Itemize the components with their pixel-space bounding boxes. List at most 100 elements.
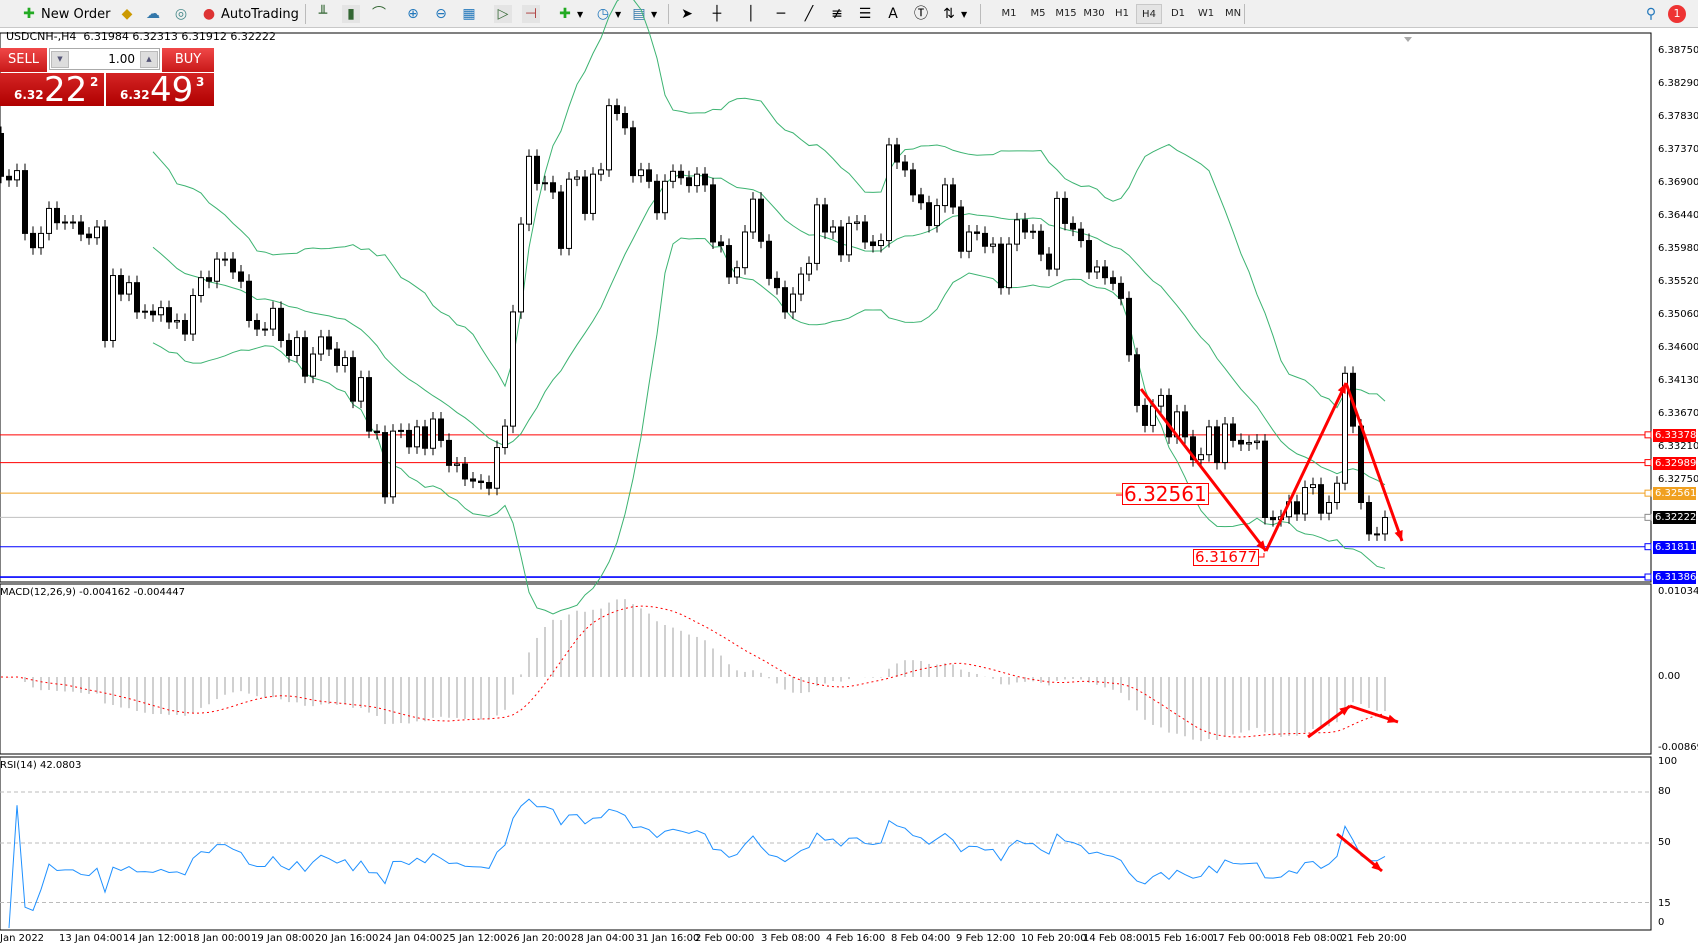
bar-chart-button[interactable]: ╨ xyxy=(314,3,332,25)
price-tick: 6.36440 xyxy=(1658,210,1698,222)
price-tick: 6.38750 xyxy=(1658,45,1698,57)
candle xyxy=(206,277,212,282)
timeframe-m5[interactable]: M5 xyxy=(1030,8,1046,19)
timeframe-h4[interactable]: H4 xyxy=(1136,4,1162,24)
lot-decrease-button[interactable]: ▼ xyxy=(51,51,69,68)
down-arrow-1 xyxy=(1139,388,1268,552)
time-tick: 28 Jan 04:00 xyxy=(571,933,635,944)
indicators-button[interactable]: ✚ ▼ xyxy=(556,3,583,25)
candle xyxy=(22,170,28,234)
candle xyxy=(286,339,292,356)
rsi-tick: 0 xyxy=(1658,917,1665,928)
cloud-button[interactable]: ☁ xyxy=(144,3,162,25)
candle xyxy=(414,426,420,448)
candle xyxy=(646,169,652,182)
timeframe-h1[interactable]: H1 xyxy=(1115,8,1129,19)
candle xyxy=(1326,502,1332,514)
rsi-line xyxy=(8,798,1386,929)
chevron-down-icon: ▼ xyxy=(577,9,584,19)
timeframe-m1[interactable]: M1 xyxy=(1001,8,1017,19)
candle xyxy=(974,231,980,234)
rsi-tick: 80 xyxy=(1658,786,1671,797)
fibonacci-tool[interactable]: ☰ xyxy=(856,3,874,25)
notifications-button[interactable]: 1 xyxy=(1668,3,1686,25)
up-arrow xyxy=(1264,382,1348,552)
autoscroll-button[interactable]: ▷ xyxy=(494,3,512,25)
candle xyxy=(0,132,4,177)
candle xyxy=(438,418,444,441)
buy-button[interactable]: BUY xyxy=(162,48,214,72)
trendline-tool[interactable]: ╱ xyxy=(800,3,818,25)
tile-windows-button[interactable]: ▦ xyxy=(460,3,478,25)
timeframe-d1[interactable]: D1 xyxy=(1170,8,1186,19)
chevron-down-icon: ▼ xyxy=(651,9,658,19)
time-tick: 20 Jan 16:00 xyxy=(315,933,379,944)
autotrading-button[interactable]: ● AutoTrading xyxy=(200,3,299,25)
metaeditor-button[interactable]: ◆ xyxy=(118,3,136,25)
label-tool[interactable]: Ⓣ xyxy=(912,3,930,25)
candle xyxy=(1054,197,1060,270)
candle xyxy=(222,258,228,261)
candle xyxy=(214,258,220,282)
buy-price[interactable]: 6.32 49 3 xyxy=(106,70,214,110)
crosshair-tool[interactable]: ┼ xyxy=(708,3,726,25)
periods-button[interactable]: ◷ ▼ xyxy=(594,3,621,25)
lot-size-field[interactable]: ▼ 1.00 ▲ xyxy=(49,48,160,70)
candle-chart-button[interactable]: ▮ xyxy=(342,3,360,25)
search-button[interactable]: ⚲ xyxy=(1642,3,1660,25)
candle xyxy=(606,105,612,171)
price-tick: 6.36900 xyxy=(1658,177,1698,189)
sell-price[interactable]: 6.32 22 2 xyxy=(0,70,104,110)
line-chart-icon: ⌒ xyxy=(372,6,386,22)
channel-icon: ≢ xyxy=(831,6,843,22)
candlestick-icon: ▮ xyxy=(342,5,360,23)
vertical-line-tool[interactable]: │ xyxy=(742,3,760,25)
sell-button[interactable]: SELL xyxy=(0,48,47,72)
time-tick: 25 Jan 12:00 xyxy=(443,933,507,944)
timeframe-m30[interactable]: M30 xyxy=(1083,8,1105,19)
candle xyxy=(830,226,836,233)
price-annotation-high[interactable]: 6.32561 xyxy=(1122,482,1209,506)
arrows-tool[interactable]: ⇅ ▼ xyxy=(940,3,967,25)
one-click-trading-panel: SELL ▼ 1.00 ▲ BUY 6.32 22 2 6.32 49 3 xyxy=(0,48,214,110)
candle xyxy=(558,191,564,249)
new-order-button[interactable]: ✚ New Order xyxy=(20,3,110,25)
down-arrow-2-head xyxy=(1394,530,1403,541)
horizontal-line-tool[interactable]: ─ xyxy=(772,3,790,25)
candle xyxy=(110,275,116,341)
cursor-tool[interactable]: ➤ xyxy=(678,3,696,25)
candle xyxy=(174,319,180,323)
templates-button[interactable]: ▤ ▼ xyxy=(630,3,657,25)
macd-pane-frame xyxy=(0,583,1652,755)
vertical-line-icon: │ xyxy=(746,6,756,22)
candle xyxy=(734,267,740,278)
fibonacci-icon: ☰ xyxy=(858,6,872,22)
zoom-in-button[interactable]: ⊕ xyxy=(404,3,422,25)
line-chart-button[interactable]: ⌒ xyxy=(370,3,388,25)
candle xyxy=(358,377,364,402)
candle xyxy=(566,178,572,249)
timeframe-w1[interactable]: W1 xyxy=(1197,8,1215,19)
lot-increase-button[interactable]: ▲ xyxy=(140,51,158,68)
candle xyxy=(822,204,828,233)
candle xyxy=(934,205,940,227)
chart-shift-marker xyxy=(1404,37,1412,42)
candle xyxy=(118,275,124,295)
text-tool[interactable]: A xyxy=(884,3,902,25)
price-tick: 6.33210 xyxy=(1658,440,1698,452)
signals-button[interactable]: ◎ xyxy=(172,3,190,25)
channel-tool[interactable]: ≢ xyxy=(828,3,846,25)
chart-shift-button[interactable]: ⊣ xyxy=(522,3,540,25)
price-annotation-low[interactable]: 6.31677 xyxy=(1193,548,1260,566)
candle xyxy=(198,277,204,297)
zoom-out-button[interactable]: ⊖ xyxy=(432,3,450,25)
timeframe-mn[interactable]: MN xyxy=(1224,8,1242,19)
candle xyxy=(406,429,412,448)
candle xyxy=(1078,228,1084,242)
candle xyxy=(398,429,404,432)
macd-label: MACD(12,26,9) -0.004162 -0.004447 xyxy=(0,587,185,598)
main-pane-frame xyxy=(0,32,1652,583)
candle xyxy=(254,319,260,330)
timeframe-m15[interactable]: M15 xyxy=(1055,8,1077,19)
